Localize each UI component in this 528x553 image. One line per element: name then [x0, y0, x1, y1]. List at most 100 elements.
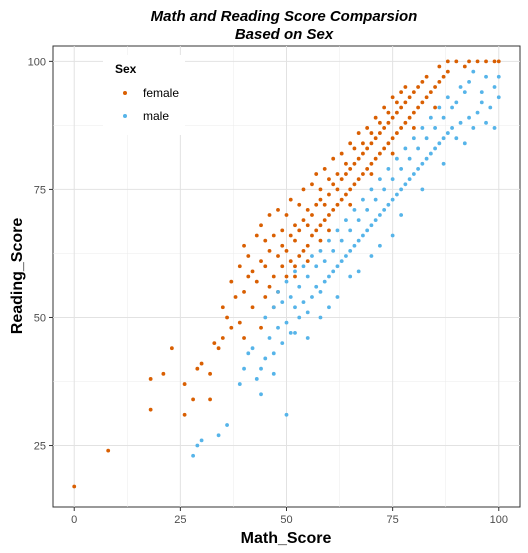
legend-title: Sex	[115, 62, 137, 76]
point-female	[305, 243, 310, 248]
y-axis-ticks: 25 50 75 100	[28, 56, 53, 453]
point-female	[254, 279, 259, 284]
point-female	[148, 407, 153, 412]
point-male	[361, 197, 365, 202]
point-male	[471, 69, 476, 74]
point-male	[492, 85, 497, 89]
point-female	[246, 254, 251, 258]
point-male	[195, 443, 200, 448]
point-male	[454, 136, 459, 141]
point-female	[297, 254, 302, 258]
point-female	[484, 59, 488, 64]
y-tick-label: 50	[34, 312, 46, 324]
point-male	[424, 136, 429, 141]
point-female	[246, 274, 251, 279]
point-female	[386, 120, 391, 125]
point-female	[339, 151, 344, 156]
point-female	[284, 213, 289, 217]
point-male	[322, 279, 327, 284]
point-male	[394, 156, 399, 161]
point-male	[293, 269, 297, 274]
point-male	[420, 161, 425, 166]
point-female	[220, 336, 225, 340]
point-male	[399, 187, 404, 192]
point-male	[390, 233, 395, 238]
point-female	[229, 279, 234, 284]
point-male	[288, 295, 293, 299]
point-female	[386, 141, 391, 146]
point-female	[441, 74, 446, 79]
point-female	[259, 223, 263, 228]
point-male	[428, 151, 433, 156]
point-female	[462, 64, 467, 69]
point-male	[288, 330, 293, 335]
point-female	[271, 274, 276, 279]
point-male	[365, 208, 370, 212]
point-female	[106, 448, 111, 453]
point-male	[403, 182, 408, 187]
point-female	[348, 187, 353, 192]
point-female	[339, 197, 344, 202]
point-male	[369, 254, 374, 258]
point-male	[411, 136, 416, 141]
point-male	[335, 264, 340, 269]
chart-title-line-1: Math and Reading Score Comparsion	[151, 8, 418, 25]
point-female	[314, 172, 319, 176]
point-female	[424, 95, 429, 100]
point-male	[348, 228, 353, 233]
point-female	[322, 202, 327, 207]
point-male	[263, 356, 268, 361]
point-male	[416, 146, 421, 151]
point-male	[462, 90, 467, 94]
y-tick-label: 75	[34, 184, 46, 196]
legend-label-male: male	[143, 109, 169, 123]
point-female	[348, 141, 353, 146]
point-female	[182, 382, 187, 386]
point-male	[318, 289, 323, 294]
point-female	[339, 177, 344, 182]
point-female	[148, 377, 153, 381]
point-male	[254, 377, 259, 381]
point-female	[259, 325, 263, 330]
point-male	[407, 156, 412, 161]
point-female	[212, 341, 217, 345]
point-male	[378, 213, 382, 217]
point-female	[208, 371, 212, 376]
point-male	[280, 300, 285, 305]
point-male	[344, 218, 348, 223]
point-female	[356, 177, 361, 182]
point-male	[267, 336, 272, 340]
point-female	[433, 105, 437, 110]
point-male	[467, 79, 471, 84]
point-female	[259, 259, 263, 264]
point-female	[407, 115, 412, 120]
point-female	[369, 161, 374, 166]
point-male	[331, 269, 336, 274]
point-male	[365, 228, 370, 233]
point-female	[352, 146, 357, 151]
point-female	[293, 238, 297, 243]
point-female	[424, 74, 429, 79]
point-male	[450, 126, 454, 130]
point-male	[339, 259, 344, 264]
point-female	[318, 223, 323, 228]
point-female	[297, 228, 302, 233]
point-female	[284, 274, 289, 279]
point-male	[450, 105, 454, 110]
point-female	[191, 397, 196, 402]
point-female	[411, 90, 416, 94]
legend-background	[103, 55, 185, 135]
point-female	[310, 213, 314, 217]
point-female	[390, 115, 395, 120]
point-male	[301, 300, 306, 305]
point-female	[369, 172, 374, 176]
point-female	[301, 218, 306, 223]
x-tick-label: 100	[490, 514, 508, 526]
point-male	[284, 320, 289, 325]
point-male	[356, 218, 361, 223]
legend-swatch-male	[123, 114, 127, 118]
legend-swatch-female	[123, 91, 127, 95]
point-male	[390, 197, 395, 202]
point-female	[403, 120, 408, 125]
point-female	[403, 85, 408, 89]
